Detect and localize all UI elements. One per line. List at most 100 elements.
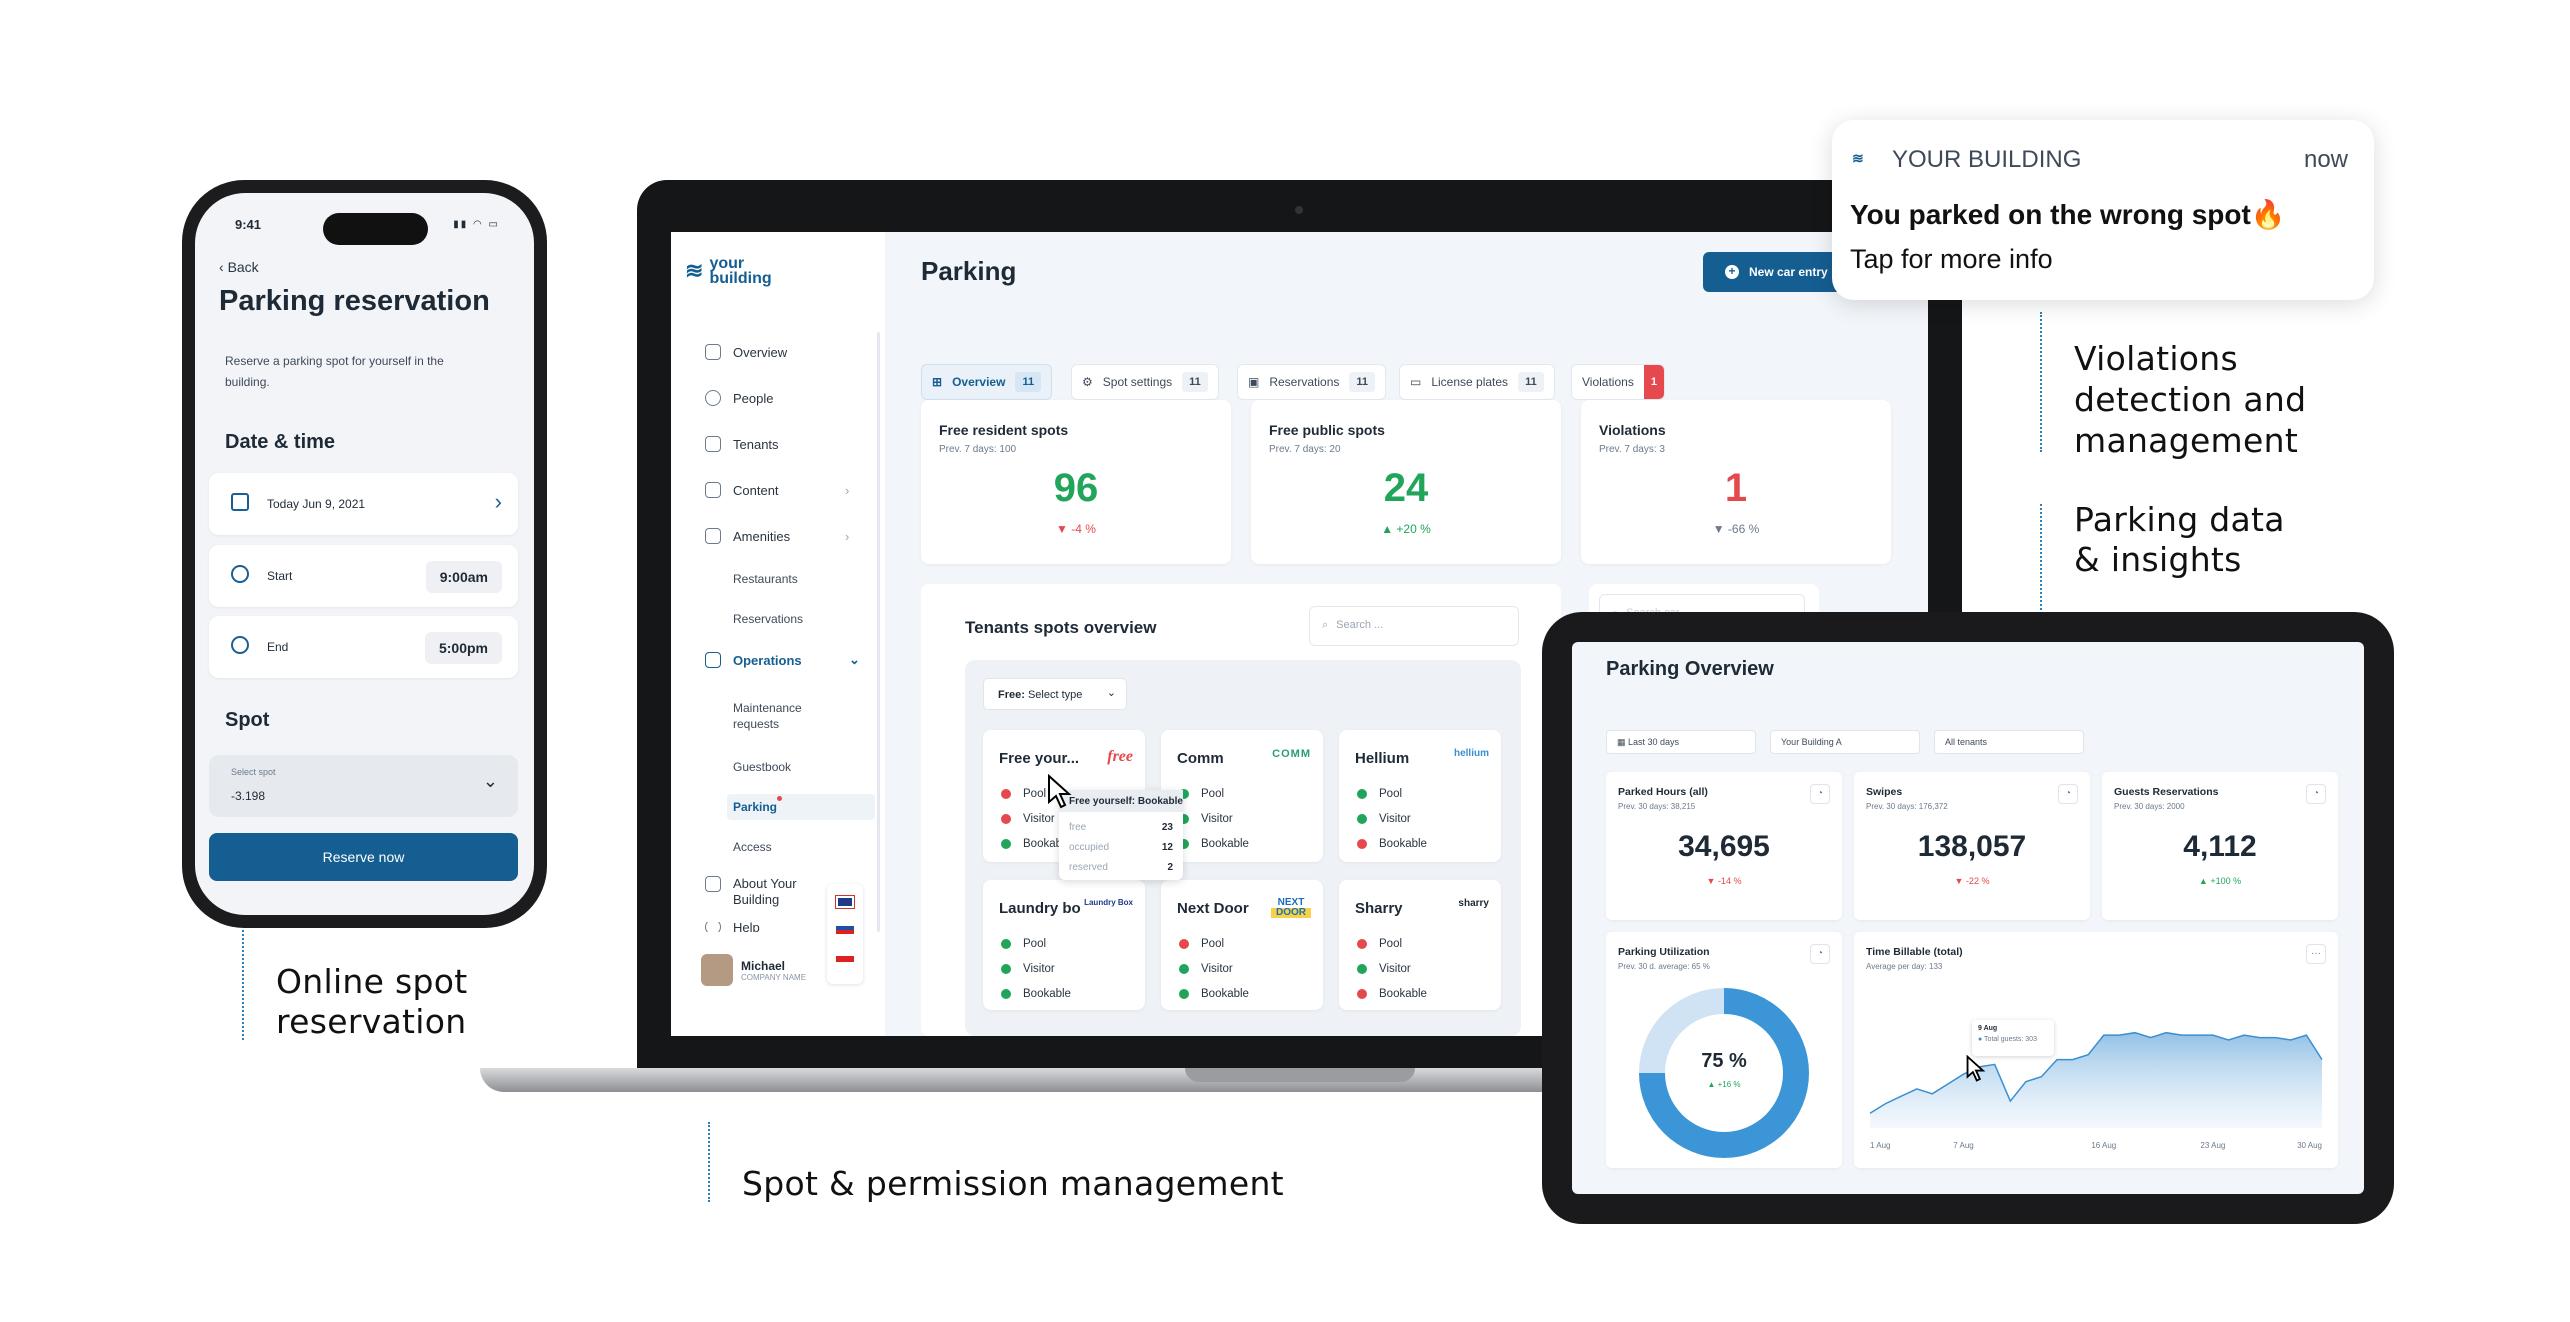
clock-icon [231, 565, 249, 583]
utilization-delta: ▲ +16 % [1707, 1080, 1741, 1089]
series-area [1870, 1032, 2322, 1128]
sidebar-item-overview[interactable]: Overview [705, 344, 787, 360]
tenants-title: Tenants spots overview [965, 618, 1157, 637]
status-dot [1001, 839, 1011, 849]
tablet-title: Parking Overview [1606, 658, 1774, 680]
people-icon [705, 390, 721, 406]
sidebar-subitem-guestbook[interactable]: Guestbook [733, 760, 792, 774]
avatar [701, 954, 733, 986]
sidebar-item-amenities[interactable]: Amenities › [705, 528, 849, 544]
tenant-card[interactable]: Laundry bo Laundry Box Pool Visitor Bookable [983, 880, 1145, 1010]
tenant-name: Next Door [1177, 900, 1249, 917]
tenant-row: Bookable [1001, 838, 1071, 850]
user-name: Michael [741, 958, 786, 973]
notification-title: You parked on the wrong spot🔥 [1850, 199, 2286, 230]
reserve-now-button[interactable]: Reserve now [209, 833, 518, 881]
sidebar-subitem-restaurants[interactable]: Restaurants [733, 572, 798, 586]
status-dot [1357, 964, 1367, 974]
tenant-card[interactable]: Comm COMM Pool Visitor Bookable [1161, 730, 1323, 862]
lock-icon: ▣ [1248, 375, 1260, 389]
document-icon [705, 482, 721, 498]
status-dot [1179, 964, 1189, 974]
card-time-billable: Time Billable (total) Average per day: 13… [1854, 932, 2338, 1168]
tenant-name: Sharry [1355, 900, 1403, 917]
sidebar-subitem-access[interactable]: Access [733, 840, 772, 854]
tenant-card[interactable]: Hellium hellium Pool Visitor Bookable [1339, 730, 1501, 862]
stat-delta: ▼ -66 % [1712, 522, 1760, 536]
sidebar: ≋ your building Overview People Tenants … [671, 232, 885, 1036]
tenant-row: Bookable [1179, 838, 1249, 850]
grid-icon: ⊞ [932, 375, 943, 389]
sidebar-item-content[interactable]: Content › [705, 482, 849, 498]
tenant-logo: COMM [1272, 748, 1311, 760]
tab-spot-settings[interactable]: ⚙ Spot settings 11 [1071, 364, 1219, 400]
tab-overview[interactable]: ⊞ Overview 11 [921, 364, 1053, 400]
type-filter-dropdown[interactable]: Free: Select type ⌄ [983, 678, 1127, 710]
sidebar-item-people[interactable]: People [705, 390, 773, 406]
date-picker[interactable]: Today Jun 9, 2021 › [209, 473, 518, 535]
sidebar-subitem-maintenance[interactable]: Maintenance requests [733, 701, 802, 731]
tenant-row: Bookable [1179, 988, 1249, 1000]
tenant-name: Hellium [1355, 750, 1410, 767]
status-dot [1357, 814, 1367, 824]
tenant-filter[interactable]: All tenants [1934, 730, 2084, 754]
bookable-tooltip: Free yourself: Bookable free 23 occupied 1… [1059, 790, 1183, 880]
sidebar-item-operations[interactable]: Operations ⌄ [705, 652, 860, 668]
push-notification[interactable]: ≋ YOUR BUILDING now You parked on the wr… [1832, 120, 2374, 300]
sidebar-item-tenants[interactable]: Tenants [705, 436, 779, 452]
section-spot: Spot [225, 709, 270, 731]
spot-select[interactable]: Select spot -3.198 ⌄ [209, 755, 518, 817]
sidebar-subitem-parking[interactable]: Parking [733, 800, 778, 814]
stat-free-public: Free public spots Prev. 7 days: 20 24 ▲ +20… [1251, 400, 1561, 564]
license-plate-icon: ▭ [1410, 375, 1422, 389]
bell-icon[interactable]: ◔ [1810, 784, 1830, 804]
back-button[interactable]: ‹ Back [219, 259, 259, 275]
sidebar-subitem-reservations[interactable]: Reservations [733, 612, 804, 626]
card-parking-utilization: Parking Utilization Prev. 30 d. average: … [1606, 932, 1842, 1168]
date-range-filter[interactable]: ▦ Last 30 days [1606, 730, 1756, 754]
cursor-icon [1966, 1054, 1986, 1082]
tenant-logo: sharry [1458, 898, 1489, 909]
notification-body: Tap for more info [1850, 244, 2053, 274]
status-dot [1001, 989, 1011, 999]
utilization-donut: 75 % ▲ +16 % [1639, 988, 1809, 1158]
flag-sk-icon[interactable] [836, 922, 854, 934]
tenant-card[interactable]: Sharry sharry Pool Visitor Bookable [1339, 880, 1501, 1010]
tenants-search-input[interactable]: ⌕ Search ... [1309, 606, 1519, 646]
bell-icon[interactable]: ◔ [1810, 944, 1830, 964]
sidebar-item-about[interactable]: About Your Building [705, 876, 797, 908]
start-time-field[interactable]: Start 9:00am [209, 545, 518, 607]
x-tick-label: 7 Aug [1953, 1141, 1973, 1150]
series-line [1869, 1031, 2323, 1114]
notification-app: YOUR BUILDING [1892, 146, 2082, 173]
tenant-row: Visitor [1001, 963, 1055, 975]
status-dot [1179, 839, 1189, 849]
stat-violations: Violations Prev. 7 days: 3 1 ▼ -66 % [1581, 400, 1891, 564]
end-time-field[interactable]: End 5:00pm [209, 616, 518, 678]
tab-violations[interactable]: Violations 1 [1571, 364, 1665, 400]
phone: 9:41 ▮▮ ◠ ▭ ‹ Back Parking reservation R… [182, 180, 547, 928]
page-title: Parking reservation [219, 285, 490, 317]
caption-insights: Parking data & insights [2074, 500, 2285, 579]
tab-license-plates[interactable]: ▭ License plates 11 [1399, 364, 1555, 400]
status-dot [1001, 789, 1011, 799]
building-filter[interactable]: Your Building A [1770, 730, 1920, 754]
tenant-logo: NEXT DOOR [1271, 898, 1311, 918]
flag-cz-icon[interactable] [836, 950, 854, 962]
bell-icon[interactable]: ◔ [2058, 784, 2078, 804]
tenant-card[interactable]: Next Door NEXT DOOR Pool Visitor Bookable [1161, 880, 1323, 1010]
language-switcher[interactable] [827, 884, 863, 984]
sidebar-scrollbar[interactable] [877, 332, 880, 932]
notification-time: now [2303, 146, 2348, 173]
calendar-icon [231, 493, 249, 511]
flag-uk-icon[interactable] [835, 895, 855, 909]
sidebar-active-bg [727, 794, 875, 820]
tab-reservations[interactable]: ▣ Reservations 11 [1237, 364, 1387, 400]
tenant-row: Bookable [1357, 988, 1427, 1000]
more-icon[interactable]: ··· [2306, 944, 2326, 964]
section-date-time: Date & time [225, 431, 336, 453]
grid-icon [705, 436, 721, 452]
sidebar-item-help[interactable]: Help [705, 922, 760, 932]
bell-icon[interactable]: ◔ [2306, 784, 2326, 804]
tenant-logo: hellium [1453, 748, 1489, 759]
